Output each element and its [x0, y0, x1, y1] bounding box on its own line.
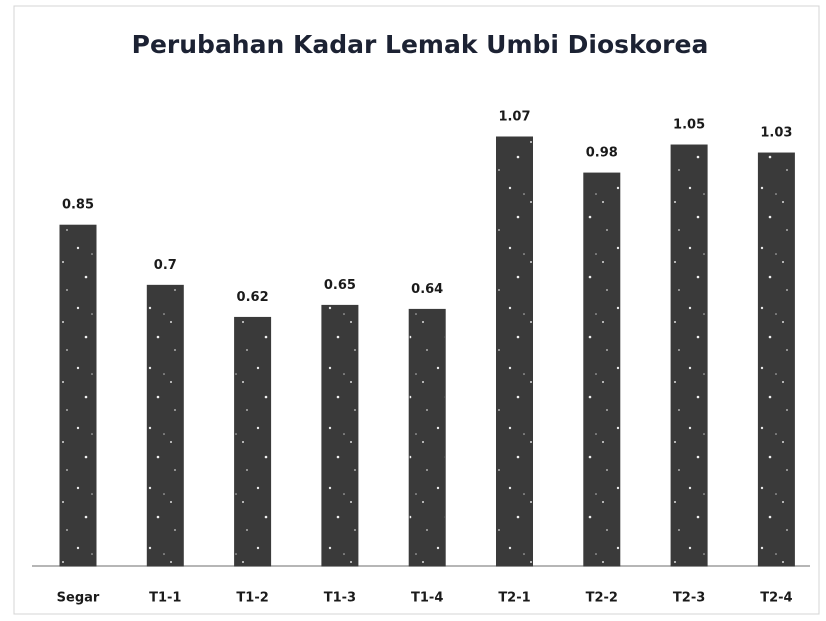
value-label: 1.03 [760, 126, 792, 141]
bar [59, 224, 97, 567]
x-tick-label: T2-1 [498, 591, 530, 606]
x-tick-label: T2-2 [586, 591, 618, 606]
x-tick-label: T1-4 [411, 591, 443, 606]
bar [234, 316, 272, 567]
bar [496, 136, 533, 567]
x-tick-label: T2-3 [673, 591, 705, 606]
value-label: 0.65 [324, 278, 356, 293]
x-tick-label: T2-4 [760, 591, 792, 606]
bar [583, 172, 621, 567]
value-label: 1.07 [498, 110, 530, 125]
value-label: 0.98 [586, 146, 618, 161]
value-label: 1.05 [673, 118, 705, 133]
value-label: 0.64 [411, 282, 443, 297]
x-tick-label: T1-2 [236, 591, 268, 606]
value-label: 0.7 [154, 258, 177, 273]
bar [321, 304, 359, 567]
bar [670, 144, 708, 567]
chart-title: Perubahan Kadar Lemak Umbi Dioskorea [132, 30, 709, 59]
x-tick-label: Segar [57, 591, 100, 606]
value-label: 0.62 [237, 290, 269, 305]
frame [13, 5, 820, 615]
x-tick-label: T1-3 [324, 591, 356, 606]
bar [146, 284, 184, 567]
bar [408, 308, 446, 567]
bar [757, 152, 795, 567]
x-tick-label: T1-1 [149, 591, 181, 606]
value-label: 0.85 [62, 198, 94, 213]
